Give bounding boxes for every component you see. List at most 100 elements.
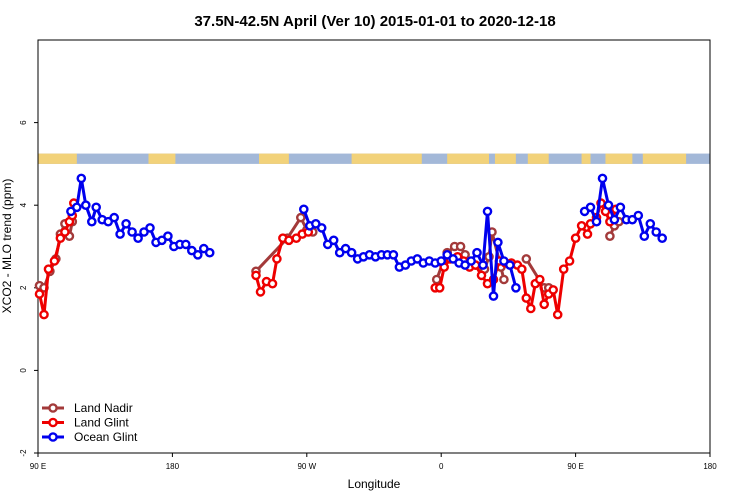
data-point (455, 241, 466, 252)
data-point (493, 237, 503, 248)
land-span-5 (494, 153, 516, 164)
land-span-8 (605, 153, 633, 164)
data-point (87, 216, 97, 227)
y-tick-label-3: 4 (19, 202, 28, 207)
data-point (436, 256, 447, 266)
data-point (204, 247, 215, 258)
data-point (133, 233, 143, 243)
land-ocean-strip (38, 153, 710, 164)
y-tick-label-1: 0 (19, 368, 28, 373)
y-tick-label-0: -2 (19, 449, 28, 457)
legend-label: Land Nadir (74, 401, 133, 415)
data-point (272, 254, 282, 264)
data-point (517, 264, 527, 275)
data-point (639, 231, 650, 241)
land-span-6 (527, 153, 549, 164)
data-point (472, 247, 482, 258)
legend-label: Ocean Glint (74, 430, 138, 444)
data-point (121, 218, 131, 229)
land-span-2 (259, 153, 289, 164)
data-point (39, 309, 49, 320)
x-tick-label-4: 90 E (567, 462, 583, 471)
data-point (591, 216, 602, 227)
land-span-7 (581, 153, 591, 164)
data-point (576, 220, 587, 231)
x-axis: 90 E 180 90 W 0 90 E 180 (30, 453, 717, 471)
x-tick-label-3: 0 (439, 462, 444, 471)
data-point (511, 282, 521, 293)
y-axis-label: XCO2 - MLO trend (ppm) (0, 179, 14, 314)
data-point (585, 202, 596, 213)
land-span-9 (642, 153, 687, 164)
series-land-glint (34, 198, 621, 320)
data-point (163, 231, 173, 241)
data-point (539, 299, 550, 310)
legend-swatch-marker (48, 403, 58, 413)
data-point (127, 227, 137, 237)
data-point (81, 200, 91, 210)
legend-label: Land Glint (74, 416, 129, 430)
data-point (597, 173, 608, 184)
land-span-4 (447, 153, 489, 164)
data-point (60, 227, 70, 237)
series-line (254, 216, 314, 273)
x-tick-label-0: 90 E (30, 462, 46, 471)
data-point (180, 239, 191, 250)
data-point (521, 254, 532, 264)
data-point (34, 289, 45, 299)
data-point (434, 282, 445, 293)
data-point (316, 223, 327, 233)
data-point (603, 200, 614, 210)
data-point (466, 256, 476, 266)
data-point (55, 233, 66, 243)
data-point (521, 293, 532, 303)
data-point (192, 249, 203, 260)
data-point (505, 260, 515, 270)
x-tick-label-2: 90 W (297, 462, 316, 471)
x-tick-label-1: 180 (166, 462, 180, 471)
y-tick-label-2: 2 (19, 285, 28, 290)
y-axis: -2 0 2 4 6 (19, 120, 38, 457)
data-point (186, 245, 197, 256)
data-point (605, 231, 615, 241)
data-point (651, 227, 662, 237)
data-point (251, 270, 261, 281)
data-point (582, 229, 593, 239)
data-point (564, 256, 575, 266)
data-point (109, 212, 119, 223)
data-point (115, 229, 125, 239)
data-point (478, 260, 488, 270)
data-point (657, 233, 668, 243)
data-point (145, 223, 155, 233)
data-point (482, 206, 493, 217)
data-point (49, 256, 60, 266)
data-point (615, 202, 626, 213)
data-point (627, 214, 638, 225)
plot-frame (37, 39, 711, 454)
data-point (476, 270, 487, 281)
data-point (570, 233, 581, 243)
data-point (298, 204, 309, 215)
data-point (388, 249, 399, 260)
land-span-0 (38, 153, 77, 164)
data-point (284, 235, 294, 246)
data-point (488, 291, 499, 301)
data-point (76, 173, 87, 184)
data-point (499, 274, 509, 285)
data-point (482, 278, 493, 289)
data-point (548, 285, 559, 295)
land-span-1 (148, 153, 176, 164)
data-point (267, 278, 278, 289)
series-ocean-glint (66, 173, 668, 301)
data-point (535, 274, 545, 285)
data-point (558, 264, 569, 275)
chart-title: 37.5N-42.5N April (Ver 10) 2015-01-01 to… (194, 13, 555, 30)
land-span-3 (351, 153, 422, 164)
data-point (295, 212, 306, 223)
series-layer (34, 173, 668, 320)
data-point (43, 264, 54, 275)
data-point (645, 218, 656, 229)
data-point (91, 202, 101, 213)
